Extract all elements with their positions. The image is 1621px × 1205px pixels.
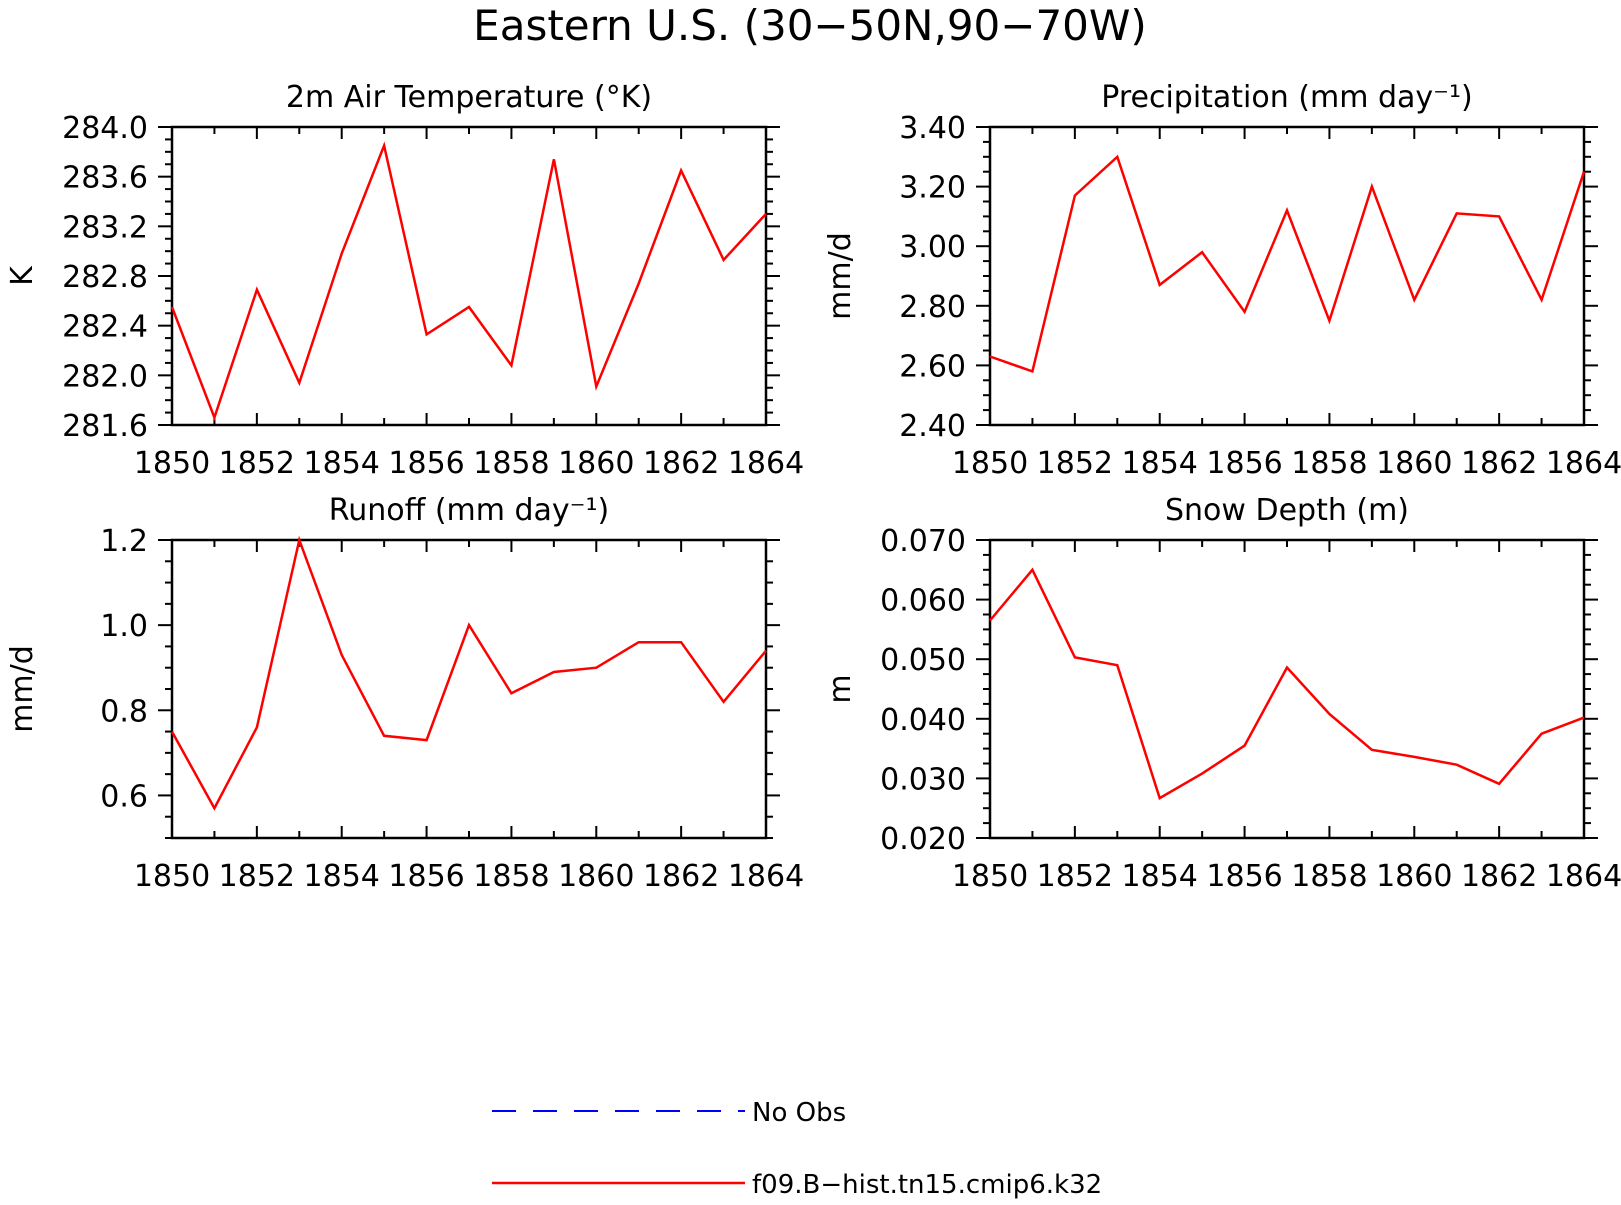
plot-frame <box>170 125 768 427</box>
y-tick-label: 2.40 <box>899 409 966 444</box>
x-tick-label: 1862 <box>1461 446 1537 481</box>
y-tick-label: 3.00 <box>899 230 966 265</box>
x-tick-label: 1856 <box>1206 446 1282 481</box>
x-tick-label: 1862 <box>643 446 719 481</box>
x-tick-label: 1852 <box>1037 859 1113 894</box>
plot-frame <box>170 538 768 840</box>
y-tick-label: 0.050 <box>880 643 966 678</box>
x-tick-label: 1854 <box>1122 859 1198 894</box>
y-axis-label: m <box>823 674 858 703</box>
legend: No Obs f09.B−hist.tn15.cmip6.k32 <box>492 1098 1102 1200</box>
x-tick-label: 1858 <box>1291 859 1367 894</box>
legend-label-no-obs: No Obs <box>752 1098 846 1128</box>
y-tick-label: 0.040 <box>880 703 966 738</box>
figure-title: Eastern U.S. (30−50N,90−70W) <box>473 1 1147 50</box>
x-tick-label: 1862 <box>1461 859 1537 894</box>
series-line <box>989 154 1586 374</box>
x-tick-label: 1858 <box>473 446 549 481</box>
x-tick-label: 1856 <box>388 859 464 894</box>
x-tick-label: 1852 <box>219 859 295 894</box>
panel-title: Snow Depth (m) <box>1165 493 1409 528</box>
y-tick-label: 282.8 <box>62 260 148 295</box>
x-tick-label: 1850 <box>952 446 1028 481</box>
x-tick-label: 1860 <box>558 446 634 481</box>
y-tick-label: 0.060 <box>880 584 966 619</box>
y-tick-label: 3.20 <box>899 171 966 206</box>
x-tick-label: 1860 <box>1376 446 1452 481</box>
y-tick-label: 1.2 <box>100 524 148 559</box>
panel-title: 2m Air Temperature (°K) <box>286 80 652 115</box>
panel-title: Precipitation (mm day⁻¹) <box>1101 80 1472 115</box>
y-axis-label: mm/d <box>5 645 40 733</box>
x-tick-label: 1854 <box>1122 446 1198 481</box>
x-tick-label: 1860 <box>1376 859 1452 894</box>
y-tick-label: 0.030 <box>880 762 966 797</box>
y-axis-label: K <box>5 265 40 286</box>
x-tick-label: 1858 <box>1291 446 1367 481</box>
x-tick-label: 1852 <box>1037 446 1113 481</box>
y-tick-label: 0.070 <box>880 524 966 559</box>
x-tick-label: 1850 <box>952 859 1028 894</box>
panel-runoff: Runoff (mm day⁻¹) mm/d 1850 1852 1854 1856 185… <box>5 493 804 894</box>
panel-snow-depth: Snow Depth (m) m 1850 1852 1854 1856 1858 1860 1… <box>823 493 1621 894</box>
x-tick-label: 1864 <box>728 859 804 894</box>
x-tick-label: 1858 <box>473 859 549 894</box>
y-axis-label: mm/d <box>823 232 858 320</box>
x-tick-label: 1852 <box>219 446 295 481</box>
y-tick-label: 0.020 <box>880 822 966 857</box>
x-tick-label: 1854 <box>304 446 380 481</box>
y-tick-label: 283.6 <box>62 161 148 196</box>
y-tick-label: 3.40 <box>899 111 966 146</box>
series-line <box>989 567 1585 800</box>
x-tick-label: 1856 <box>388 446 464 481</box>
y-tick-label: 2.80 <box>899 290 966 325</box>
plot-frame <box>988 125 1586 427</box>
panel-title: Runoff (mm day⁻¹) <box>329 493 610 528</box>
legend-label-model: f09.B−hist.tn15.cmip6.k32 <box>752 1170 1102 1200</box>
x-tick-label: 1854 <box>304 859 380 894</box>
y-tick-label: 281.6 <box>62 409 148 444</box>
x-tick-label: 1864 <box>1546 859 1621 894</box>
y-tick-label: 0.6 <box>100 779 148 814</box>
y-tick-label: 282.4 <box>62 310 148 345</box>
x-tick-label: 1864 <box>1546 446 1621 481</box>
panel-precipitation: Precipitation (mm day⁻¹) mm/d 1850 1852 1854… <box>823 80 1621 481</box>
y-tick-label: 1.0 <box>100 609 148 644</box>
x-tick-label: 1862 <box>643 859 719 894</box>
x-tick-label: 1864 <box>728 446 804 481</box>
x-tick-label: 1850 <box>134 859 210 894</box>
y-tick-label: 282.0 <box>62 359 148 394</box>
y-tick-label: 2.60 <box>899 349 966 384</box>
y-tick-label: 284.0 <box>62 111 148 146</box>
series-line <box>170 141 767 422</box>
y-tick-label: 0.8 <box>100 694 148 729</box>
x-tick-label: 1856 <box>1206 859 1282 894</box>
plot-frame <box>988 538 1586 840</box>
y-tick-label: 283.2 <box>62 210 148 245</box>
series-line <box>170 535 767 811</box>
panel-air-temperature: 2m Air Temperature (°K) K 1850 1852 1854 1856… <box>5 80 804 481</box>
x-tick-label: 1850 <box>134 446 210 481</box>
x-tick-label: 1860 <box>558 859 634 894</box>
